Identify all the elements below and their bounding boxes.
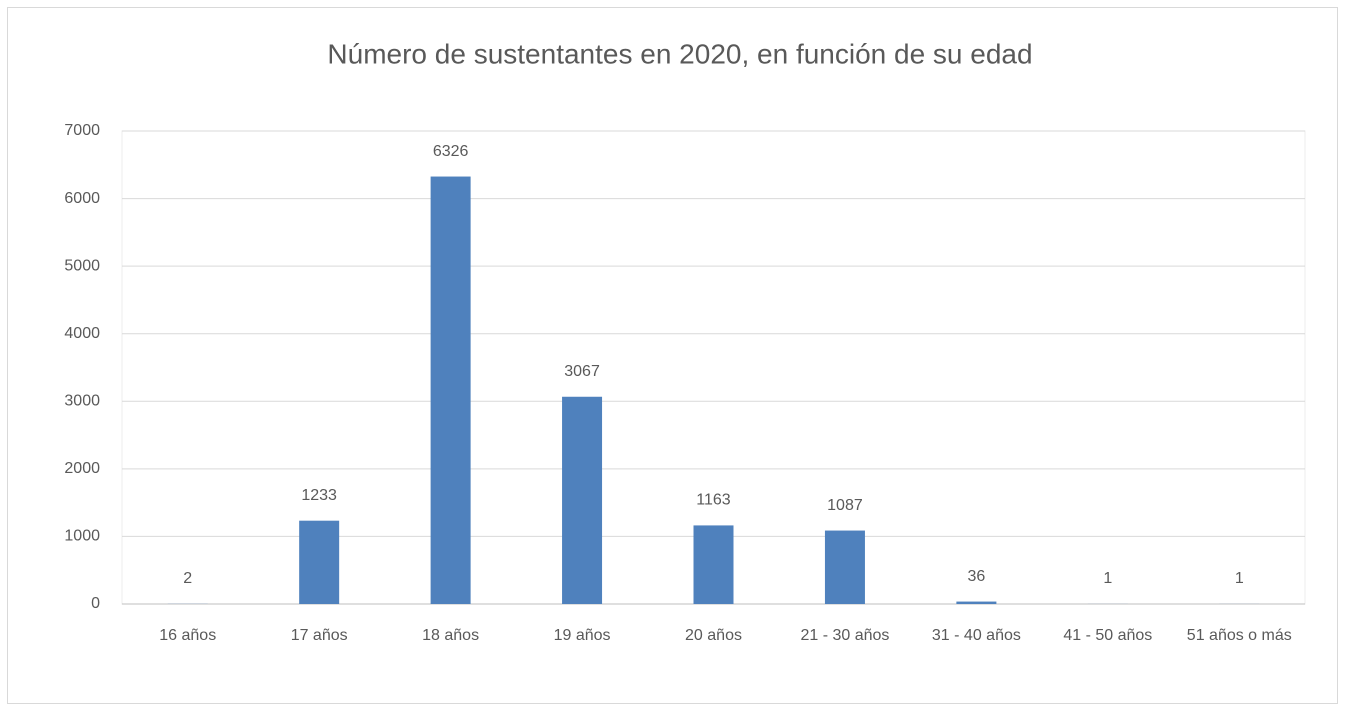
data-label: 2 xyxy=(183,570,192,587)
x-tick-label: 20 años xyxy=(685,627,742,644)
bar xyxy=(693,525,734,604)
x-tick-label: 21 - 30 años xyxy=(800,627,889,644)
y-tick-label: 7000 xyxy=(64,122,100,139)
x-tick-label: 41 - 50 años xyxy=(1063,627,1152,644)
x-tick-label: 51 años o más xyxy=(1187,627,1292,644)
data-label: 6326 xyxy=(433,143,469,160)
data-label: 1233 xyxy=(301,487,337,504)
y-tick-label: 1000 xyxy=(64,528,100,545)
y-tick-label: 2000 xyxy=(64,460,100,477)
data-label: 1163 xyxy=(696,492,731,509)
x-tick-label: 19 años xyxy=(554,627,611,644)
bar xyxy=(956,601,997,604)
data-label: 1 xyxy=(1235,570,1244,587)
x-tick-label: 16 años xyxy=(159,627,216,644)
y-tick-label: 3000 xyxy=(64,393,100,410)
x-tick-label: 18 años xyxy=(422,627,479,644)
y-tick-label: 0 xyxy=(91,595,100,612)
chart-border xyxy=(7,7,1338,704)
data-label: 3067 xyxy=(564,363,600,380)
chart-title: Número de sustentantes en 2020, en funci… xyxy=(327,38,1032,69)
x-tick-label: 17 años xyxy=(291,627,348,644)
data-label: 1 xyxy=(1103,570,1112,587)
bar xyxy=(430,176,471,604)
y-tick-label: 6000 xyxy=(64,190,100,207)
bar xyxy=(562,396,603,604)
data-label: 36 xyxy=(967,568,985,585)
data-label: 1087 xyxy=(827,497,863,514)
y-tick-label: 5000 xyxy=(64,257,100,274)
y-tick-label: 4000 xyxy=(64,325,100,342)
bar xyxy=(299,520,340,604)
bar xyxy=(824,530,865,604)
x-tick-label: 31 - 40 años xyxy=(932,627,1021,644)
